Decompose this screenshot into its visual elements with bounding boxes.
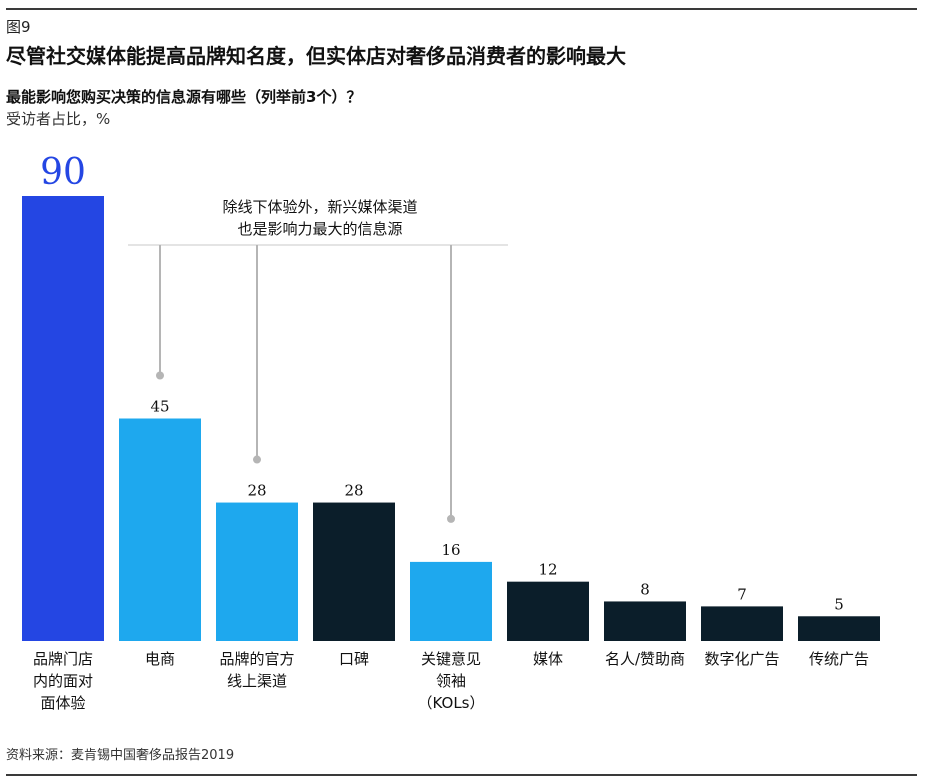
bar-7: [701, 606, 783, 641]
connector-dot-1: [156, 371, 164, 380]
annotation-line-2: 也是影响力最大的信息源: [237, 220, 403, 238]
bar-8: [798, 616, 880, 641]
category-label-5: 媒体: [532, 650, 563, 668]
value-label-1: 45: [150, 398, 169, 416]
value-label-2: 28: [247, 482, 266, 500]
figure-label: 图9: [6, 18, 31, 36]
category-label-8: 传统广告: [808, 650, 869, 668]
bar-2: [216, 502, 298, 641]
category-label-4: 关键意见 领袖 （KOLs）: [417, 650, 485, 712]
category-label-0: 品牌门店 内的面对 面体验: [32, 650, 93, 712]
value-label-8: 5: [834, 595, 844, 613]
source-note: 资料来源：麦肯锡中国奢侈品报告2019: [6, 748, 235, 763]
chart-title: 尽管社交媒体能提高品牌知名度，但实体店对奢侈品消费者的影响最大: [6, 44, 626, 68]
bar-6: [604, 601, 686, 641]
top-rule: [6, 8, 917, 10]
category-label-3: 口碑: [338, 650, 369, 668]
category-label-7: 数字化广告: [704, 650, 780, 668]
connector-dot-4: [447, 514, 455, 523]
bar-4: [410, 561, 492, 641]
bar-5: [507, 581, 589, 641]
unit-note: 受访者占比，%: [6, 110, 111, 128]
survey-question: 最能影响您购买决策的信息源有哪些（列举前3个）？: [6, 88, 362, 106]
bar-1: [119, 418, 201, 641]
connector-dot-2: [253, 455, 261, 464]
bar-3: [313, 502, 395, 641]
category-label-2: 品牌的官方 线上渠道: [219, 650, 295, 690]
bar-0: [22, 196, 104, 641]
category-label-1: 电商: [144, 650, 175, 668]
value-label-7: 7: [737, 585, 747, 603]
value-label-3: 28: [344, 482, 363, 500]
bottom-rule: [6, 774, 917, 776]
value-label-5: 12: [538, 561, 557, 579]
category-label-6: 名人/赞助商: [604, 650, 686, 668]
value-label-0: 90: [40, 152, 86, 193]
annotation-callout: 除线下体验外，新兴媒体渠道 也是影响力最大的信息源: [130, 196, 510, 240]
value-label-4: 16: [441, 541, 460, 559]
annotation-line-1: 除线下体验外，新兴媒体渠道: [222, 198, 418, 216]
value-label-6: 8: [640, 580, 650, 598]
